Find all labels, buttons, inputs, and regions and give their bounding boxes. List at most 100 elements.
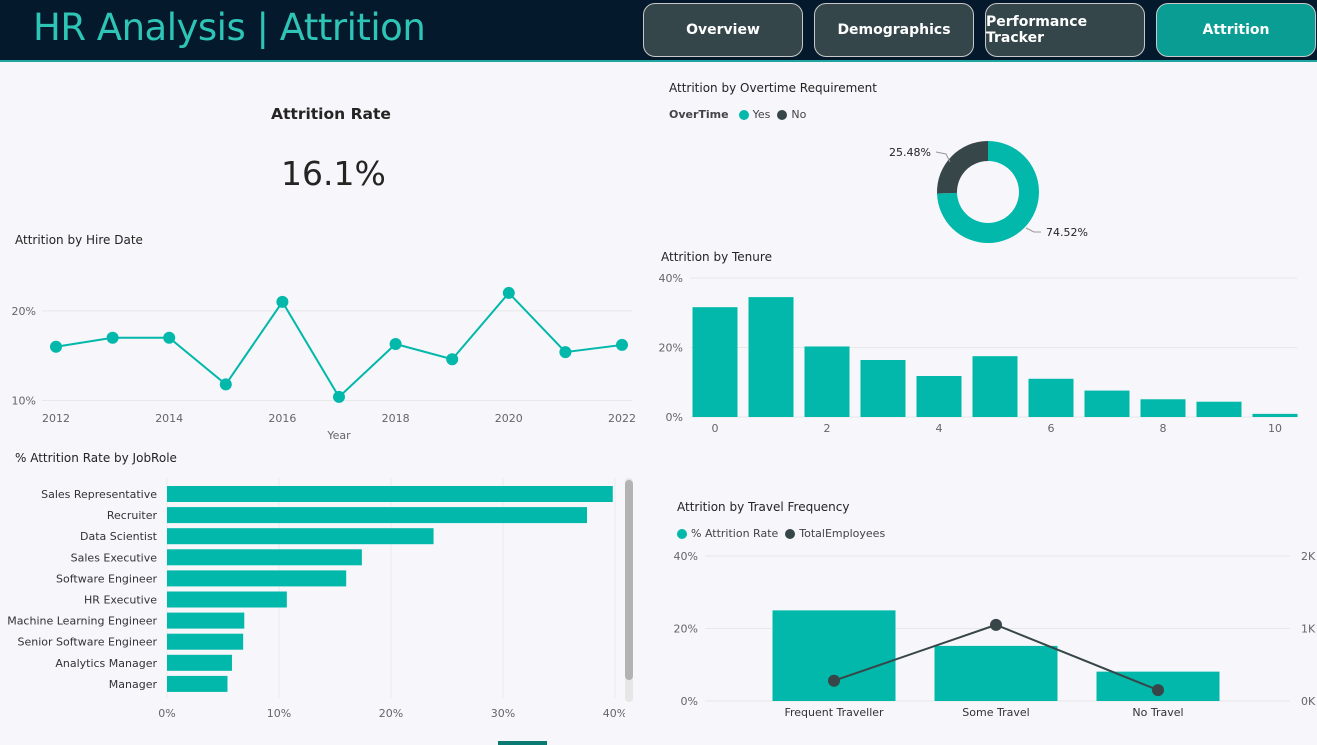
jobrole-label: Analytics Manager xyxy=(55,657,157,670)
tenure-bar xyxy=(804,346,850,417)
nav-demographics-button[interactable]: Demographics xyxy=(814,3,974,57)
jobrole-label: HR Executive xyxy=(84,594,157,607)
jobrole-label: Machine Learning Engineer xyxy=(7,615,157,628)
tenure-chart-title: Attrition by Tenure xyxy=(661,250,772,264)
legend-attrition-label: % Attrition Rate xyxy=(691,527,779,540)
y-tick-label: 40% xyxy=(674,550,698,563)
tenure-bar xyxy=(860,360,906,417)
tenure-bar xyxy=(748,297,794,417)
x-tick-label: 10 xyxy=(1268,422,1282,435)
overtime-chart-title: Attrition by Overtime Requirement xyxy=(669,81,877,95)
tenure-bar-chart: 0% 20% 40% 0 2 4 6 8 10 xyxy=(659,272,1298,435)
tenure-bar xyxy=(1084,390,1130,417)
jobrole-bar xyxy=(167,654,232,671)
tenure-bar xyxy=(692,307,738,417)
jobrole-bar xyxy=(167,591,287,608)
x-tick-label: 2018 xyxy=(382,412,410,425)
y-tick-label: 0% xyxy=(681,695,698,708)
y-tick-label: 20% xyxy=(674,623,698,636)
x-tick-label: 2016 xyxy=(268,412,296,425)
overtime-legend-title: OverTime xyxy=(669,108,729,121)
legend-employees-label: TotalEmployees xyxy=(799,527,886,540)
x-tick-label: 10% xyxy=(267,707,291,720)
legend-yes-label: Yes xyxy=(752,108,771,121)
attrition-line xyxy=(55,291,623,399)
donut-slice-no xyxy=(937,141,988,194)
y2-tick-label: 2K xyxy=(1301,550,1316,563)
tenure-bar xyxy=(1196,401,1242,417)
y-tick-label: 40% xyxy=(659,272,683,285)
y-tick-label: 20% xyxy=(12,305,36,318)
legend-attrition-dot xyxy=(677,528,687,539)
donut-label-yes: 74.52% xyxy=(1046,226,1088,239)
jobrole-bar xyxy=(167,633,244,650)
y-tick-label: 20% xyxy=(659,342,683,355)
line-point xyxy=(502,286,515,299)
overtime-legend: OverTime Yes No xyxy=(669,108,806,121)
nav-attrition-button[interactable]: Attrition xyxy=(1156,3,1316,57)
jobrole-label: Sales Executive xyxy=(71,551,158,564)
y2-tick-label: 0K xyxy=(1301,695,1316,708)
x-tick-label: 8 xyxy=(1160,422,1167,435)
legend-no-dot xyxy=(777,109,788,120)
line-point xyxy=(333,390,345,403)
jobrole-label: Manager xyxy=(109,678,158,691)
overtime-donut-chart: 74.52% 25.48% xyxy=(889,141,1088,243)
jobrole-bar xyxy=(167,528,434,545)
jobrole-bar xyxy=(167,486,613,502)
travel-combo-chart: 0% 20% 40% 0K 1K 2K Frequent Traveller Some Tra… xyxy=(674,550,1316,719)
tenure-bar xyxy=(1028,378,1074,417)
x-tick-label: 2022 xyxy=(608,412,636,425)
x-tick-label: 0% xyxy=(158,707,175,720)
page-title: HR Analysis | Attrition xyxy=(33,6,426,49)
jobrole-bar xyxy=(167,549,362,566)
line-point xyxy=(276,295,289,308)
travel-chart-title: Attrition by Travel Frequency xyxy=(677,500,850,514)
travel-bar xyxy=(934,645,1058,701)
travel-bar xyxy=(772,610,896,701)
kpi-title: Attrition Rate xyxy=(271,105,391,123)
tenure-bar xyxy=(1140,399,1186,417)
hire-date-chart-title: Attrition by Hire Date xyxy=(15,233,143,247)
x-tick-label: 2 xyxy=(824,422,831,435)
jobrole-label: Senior Software Engineer xyxy=(17,636,157,649)
jobrole-label: Recruiter xyxy=(107,509,158,522)
y-tick-label: 0% xyxy=(666,411,683,424)
line-point xyxy=(50,340,62,353)
legend-employees-dot xyxy=(785,528,796,539)
donut-leader-line xyxy=(1025,227,1041,233)
legend-no-label: No xyxy=(791,108,807,121)
jobrole-label: Software Engineer xyxy=(56,572,157,585)
jobrole-chart-title: % Attrition Rate by JobRole xyxy=(15,451,177,465)
x-tick-label: 30% xyxy=(491,707,515,720)
jobrole-bar-chart: 0% 10% 20% 30% 40% Sales Representative Recrui… xyxy=(7,478,625,720)
jobrole-bar xyxy=(167,507,587,524)
hire-date-line-chart: 10% 20% 2012 2014 2016 2018 2020 2022 Year xyxy=(12,286,636,442)
jobrole-scrollbar[interactable] xyxy=(625,478,633,702)
x-tick-label: 2014 xyxy=(155,412,183,425)
donut-slice-yes xyxy=(937,141,1039,243)
x-tick-label: 6 xyxy=(1048,422,1055,435)
x-tick-label: Some Travel xyxy=(962,706,1029,719)
page-tab-indicator[interactable] xyxy=(498,741,547,745)
line-point xyxy=(389,338,402,351)
jobrole-bar xyxy=(167,612,245,629)
donut-label-no: 25.48% xyxy=(889,146,931,159)
x-tick-label: 4 xyxy=(936,422,943,435)
x-tick-label: 40% xyxy=(603,707,625,720)
x-axis-title: Year xyxy=(326,429,351,442)
jobrole-scrollbar-thumb[interactable] xyxy=(625,480,633,680)
line-point xyxy=(616,338,628,351)
x-tick-label: 2012 xyxy=(42,412,70,425)
x-tick-label: Frequent Traveller xyxy=(784,706,884,719)
x-tick-label: 20% xyxy=(379,707,403,720)
header-bar: HR Analysis | Attrition Overview Demogra… xyxy=(0,0,1317,62)
jobrole-label: Data Scientist xyxy=(80,530,158,543)
tenure-bar xyxy=(1252,413,1298,417)
nav-performance-tracker-button[interactable]: Performance Tracker xyxy=(985,3,1145,57)
jobrole-bar xyxy=(167,570,347,587)
nav-overview-button[interactable]: Overview xyxy=(643,3,803,57)
line-point xyxy=(163,331,176,344)
line-point xyxy=(446,353,459,366)
x-tick-label: 0 xyxy=(712,422,719,435)
